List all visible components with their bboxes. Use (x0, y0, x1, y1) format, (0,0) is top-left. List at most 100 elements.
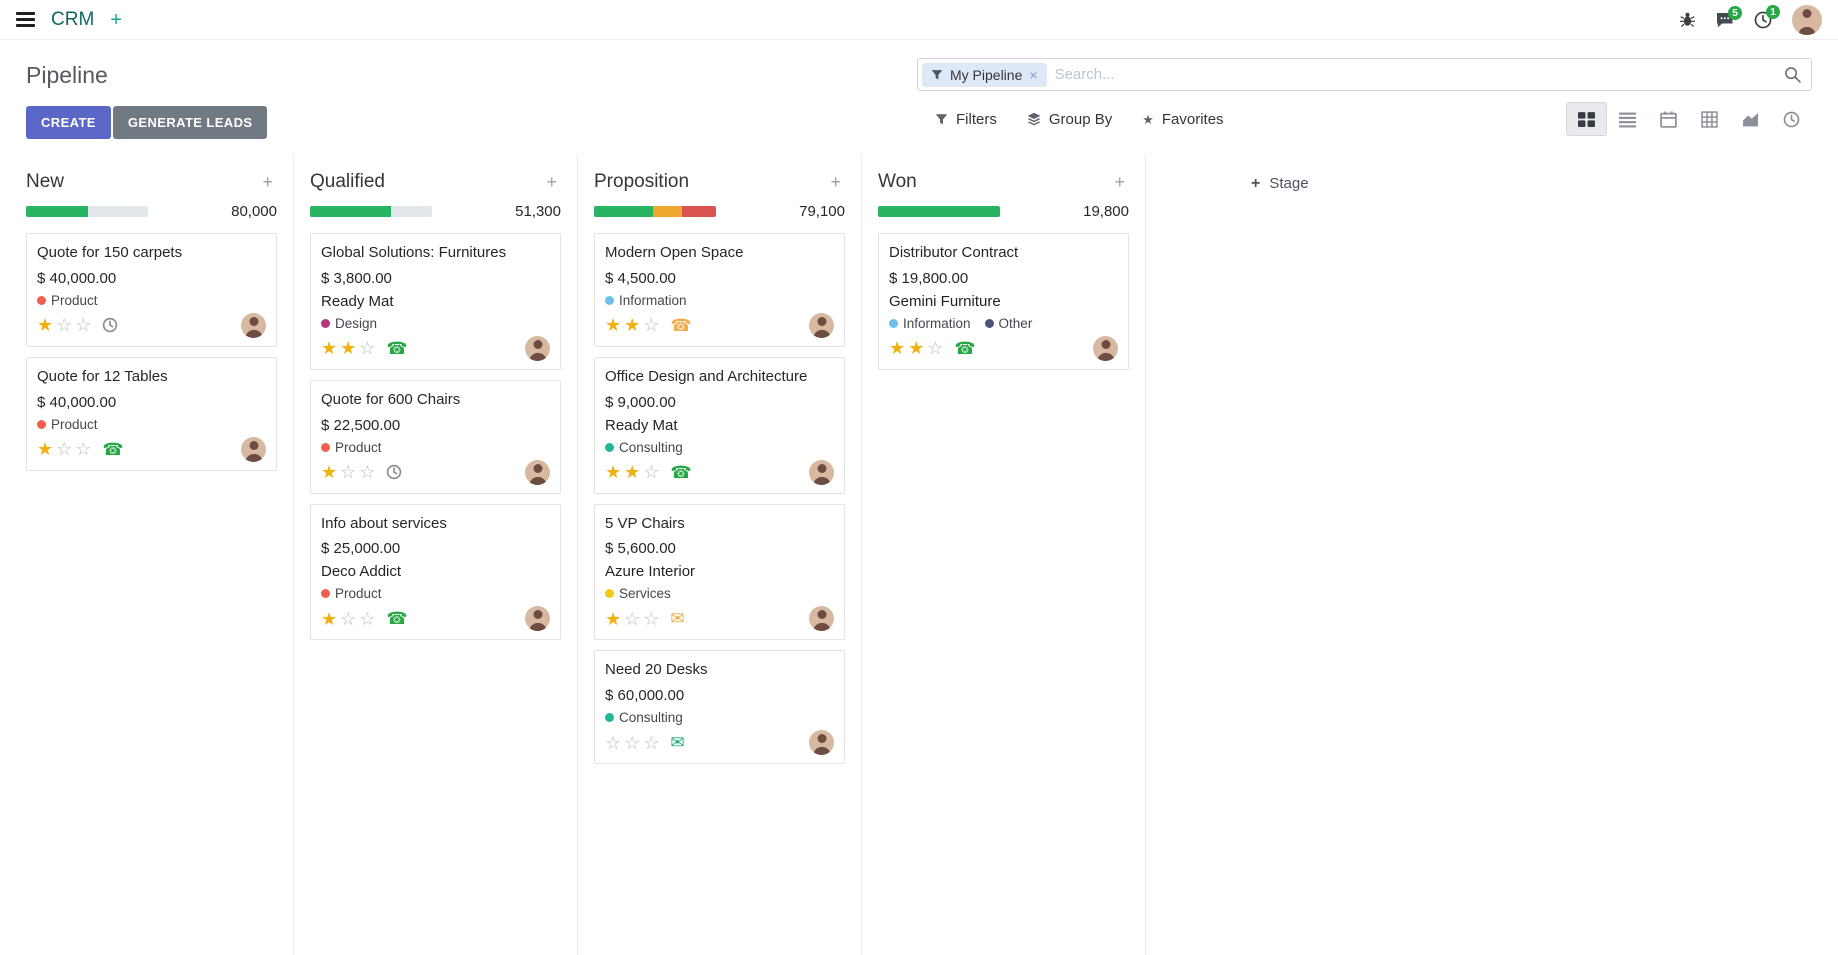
phone-activity-icon[interactable]: ☎ (954, 338, 976, 358)
avatar[interactable] (809, 312, 834, 338)
star-icon[interactable]: ★ (321, 462, 338, 482)
avatar[interactable] (809, 730, 834, 755)
kanban-card[interactable]: Office Design and Architecture $ 9,000.0… (594, 356, 845, 494)
facet-close-icon[interactable]: × (1029, 66, 1038, 83)
priority-stars[interactable]: ★ ☆ ☆ (605, 610, 659, 628)
star-icon[interactable]: ☆ (56, 439, 73, 459)
star-icon[interactable]: ☆ (927, 338, 944, 359)
search-icon[interactable] (1784, 66, 1801, 83)
star-icon[interactable]: ★ (889, 338, 906, 359)
star-icon[interactable]: ★ (605, 608, 622, 629)
star-icon[interactable]: ★ (321, 338, 338, 359)
progress-segment[interactable] (594, 206, 653, 217)
envelope-activity-icon[interactable]: ✉ (670, 733, 685, 752)
kanban-card[interactable]: Distributor Contract $ 19,800.00 Gemini … (878, 233, 1129, 370)
progress-segment[interactable] (26, 206, 89, 217)
progress-bar[interactable] (594, 206, 716, 217)
priority-stars[interactable]: ★ ★ ☆ (605, 463, 659, 481)
kanban-card[interactable]: Modern Open Space $ 4,500.00 Information… (594, 233, 845, 347)
graph-view-icon[interactable] (1730, 102, 1771, 136)
app-name[interactable]: CRM (51, 8, 95, 30)
priority-stars[interactable]: ★ ☆ ☆ (37, 440, 91, 458)
star-icon[interactable]: ☆ (340, 608, 357, 629)
avatar[interactable] (241, 312, 266, 338)
activities-clock-icon[interactable]: 1 (1754, 4, 1780, 29)
avatar[interactable] (809, 606, 834, 632)
progress-bar[interactable] (878, 206, 1000, 217)
star-icon[interactable]: ★ (908, 338, 925, 359)
kanban-card[interactable]: Need 20 Desks $ 60,000.00 Consulting ☆ ☆ ☆… (594, 650, 845, 764)
phone-activity-icon[interactable]: ☎ (670, 462, 692, 482)
star-icon[interactable]: ☆ (340, 462, 357, 482)
user-avatar[interactable] (1792, 4, 1822, 35)
kanban-card[interactable]: Quote for 600 Chairs $ 22,500.00 Product… (310, 379, 561, 494)
star-icon[interactable]: ☆ (75, 315, 92, 336)
avatar[interactable] (525, 459, 550, 485)
calendar-view-icon[interactable] (1648, 102, 1689, 136)
column-title[interactable]: New (26, 171, 65, 192)
priority-stars[interactable]: ★ ☆ ☆ (321, 610, 375, 628)
filters-button[interactable]: Filters (935, 111, 997, 128)
star-icon[interactable]: ☆ (624, 732, 641, 753)
group-by-button[interactable]: Group By (1027, 111, 1112, 128)
avatar[interactable] (525, 335, 550, 361)
star-icon[interactable]: ★ (605, 315, 622, 336)
envelope-activity-icon[interactable]: ✉ (670, 609, 685, 629)
star-icon[interactable]: ☆ (56, 315, 73, 336)
add-record-icon[interactable]: + (1114, 172, 1125, 192)
star-icon[interactable]: ☆ (643, 462, 660, 482)
star-icon[interactable]: ★ (37, 439, 54, 459)
kanban-card[interactable]: Global Solutions: Furnitures $ 3,800.00 … (310, 233, 561, 370)
star-icon[interactable]: ☆ (75, 439, 92, 459)
add-record-icon[interactable]: + (830, 172, 841, 192)
priority-stars[interactable]: ★ ★ ☆ (889, 339, 943, 357)
kanban-card[interactable]: Info about services $ 25,000.00 Deco Add… (310, 503, 561, 641)
avatar[interactable] (525, 606, 550, 632)
search-bar[interactable]: My Pipeline × (917, 58, 1812, 91)
progress-segment[interactable] (310, 206, 391, 217)
kanban-view-icon[interactable] (1566, 102, 1607, 136)
avatar[interactable] (1093, 335, 1118, 361)
phone-activity-icon[interactable]: ☎ (386, 609, 408, 629)
kanban-card[interactable]: Quote for 12 Tables $ 40,000.00 Product … (26, 356, 277, 471)
clock-activity-icon[interactable] (102, 317, 118, 333)
navbar-plus-icon[interactable]: + (110, 8, 122, 31)
avatar[interactable] (241, 436, 266, 462)
add-stage-button[interactable]: + Stage (1146, 155, 1309, 192)
priority-stars[interactable]: ★ ★ ☆ (605, 316, 659, 334)
progress-segment[interactable] (681, 206, 716, 217)
apps-menu-icon[interactable] (16, 12, 35, 27)
star-icon[interactable]: ★ (605, 462, 622, 482)
phone-activity-icon[interactable]: ☎ (386, 338, 408, 358)
star-icon[interactable]: ★ (340, 338, 357, 359)
debug-bug-icon[interactable] (1679, 11, 1696, 28)
progress-bar[interactable] (26, 206, 148, 217)
star-icon[interactable]: ☆ (359, 608, 376, 629)
priority-stars[interactable]: ☆ ☆ ☆ (605, 734, 659, 752)
search-facet-my-pipeline[interactable]: My Pipeline × (922, 62, 1047, 87)
pivot-view-icon[interactable] (1689, 102, 1730, 136)
star-icon[interactable]: ☆ (359, 462, 376, 482)
priority-stars[interactable]: ★ ☆ ☆ (321, 463, 375, 481)
search-input[interactable] (1054, 66, 1776, 83)
progress-bar[interactable] (310, 206, 432, 217)
star-icon[interactable]: ☆ (359, 338, 376, 359)
favorites-button[interactable]: ★ Favorites (1142, 110, 1224, 128)
add-record-icon[interactable]: + (546, 172, 557, 192)
phone-activity-icon[interactable]: ☎ (670, 315, 692, 335)
activity-view-icon[interactable] (1771, 102, 1812, 136)
star-icon[interactable]: ☆ (643, 732, 660, 753)
create-button[interactable]: CREATE (26, 106, 111, 139)
column-title[interactable]: Proposition (594, 171, 690, 192)
kanban-card[interactable]: Quote for 150 carpets $ 40,000.00 Produc… (26, 233, 277, 347)
priority-stars[interactable]: ★ ★ ☆ (321, 339, 375, 357)
star-icon[interactable]: ☆ (643, 315, 660, 336)
star-icon[interactable]: ★ (37, 315, 54, 336)
progress-segment[interactable] (652, 206, 682, 217)
generate-leads-button[interactable]: GENERATE LEADS (112, 106, 268, 139)
star-icon[interactable]: ☆ (605, 732, 622, 753)
star-icon[interactable]: ★ (624, 462, 641, 482)
column-title[interactable]: Qualified (310, 171, 385, 192)
star-icon[interactable]: ★ (624, 315, 641, 336)
star-icon[interactable]: ☆ (643, 608, 660, 629)
